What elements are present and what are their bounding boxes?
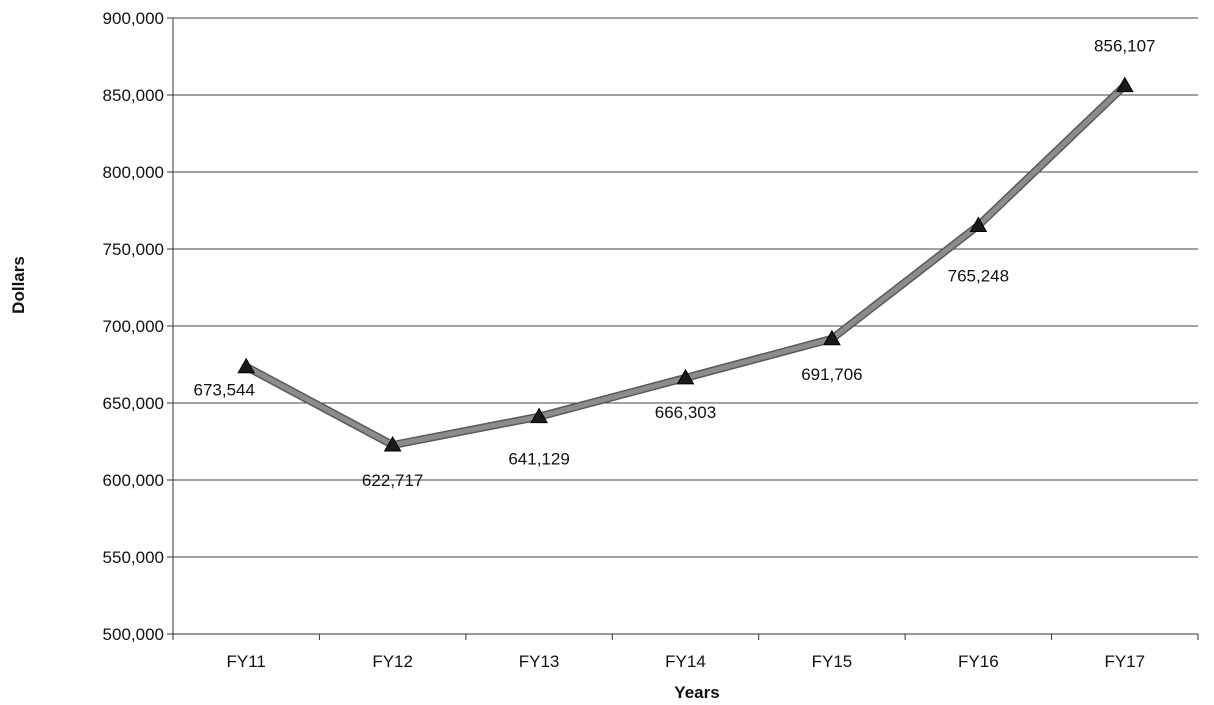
y-tick-label: 650,000 [103,394,164,413]
data-point-marker [237,357,256,374]
x-tick-label: FY14 [665,652,706,671]
x-tick-labels: FY11 FY12 FY13 FY14 FY15 FY16 FY17 [227,652,1146,671]
y-tick-label: 500,000 [103,625,164,644]
gridlines [173,17,1198,558]
x-tick-label: FY15 [812,652,853,671]
x-axis-title: Years [674,683,719,702]
data-label: 666,303 [655,403,716,422]
x-tick-label: FY13 [519,652,560,671]
x-tick-label: FY17 [1104,652,1145,671]
y-tick-labels: 500,000 550,000 600,000 650,000 700,000 750,0… [103,9,164,644]
data-label: 641,129 [508,450,569,469]
data-label: 673,544 [193,381,254,400]
y-tick-label: 600,000 [103,471,164,490]
x-tick-label: FY11 [227,652,266,671]
data-point-marker [823,329,841,346]
y-tick-label: 900,000 [103,9,164,28]
data-point-marker [383,436,402,452]
data-label: 691,706 [801,365,862,384]
series-line [244,82,1128,450]
data-label: 622,717 [362,471,423,490]
series-line [245,83,1127,448]
y-tick-label: 700,000 [103,317,164,336]
y-tick-label: 800,000 [103,163,164,182]
data-labels: 673,544 622,717 641,129 666,303 691,706 765,2… [193,37,1155,490]
data-label: 765,248 [948,267,1009,286]
y-tick-label: 750,000 [103,240,164,259]
data-point-marker [1115,76,1134,93]
x-tick-label: FY12 [372,652,413,671]
data-point-marker [676,368,695,385]
x-tick-label: FY16 [958,652,999,671]
data-point-marker [530,407,548,424]
series-line-edge [244,82,1128,450]
y-axis-title: Dollars [9,256,28,314]
data-point-marker [969,216,988,233]
y-tick-label: 550,000 [103,548,164,567]
series-markers [237,76,1134,452]
axes [167,17,1199,640]
y-tick-label: 850,000 [103,86,164,105]
data-label: 856,107 [1094,37,1155,56]
